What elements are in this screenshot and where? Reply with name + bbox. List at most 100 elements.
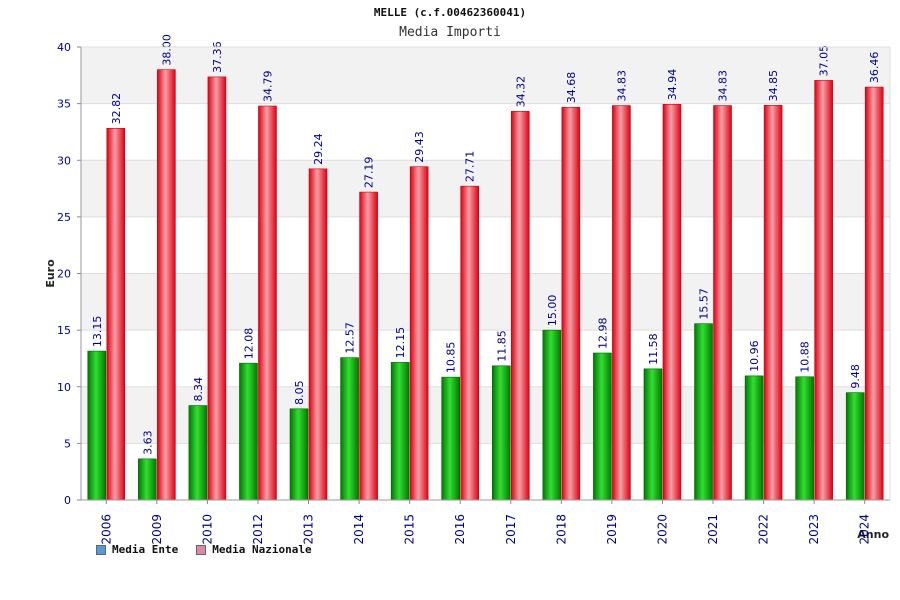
legend-label-ente: Media Ente xyxy=(112,543,179,556)
data-label: 15.00 xyxy=(546,295,559,327)
y-tick-label: 5 xyxy=(64,437,71,450)
x-tick-label: 2013 xyxy=(302,514,316,545)
x-tick-label: 2009 xyxy=(150,514,164,545)
bar-media-ente xyxy=(795,376,814,501)
data-label: 8.34 xyxy=(192,377,205,402)
bar-media-nazionale xyxy=(460,185,480,501)
data-label: 34.83 xyxy=(717,70,730,102)
bar-media-ente xyxy=(289,408,309,501)
bar-media-nazionale xyxy=(713,105,732,501)
data-label: 34.85 xyxy=(767,70,780,102)
x-tick-label: 2015 xyxy=(403,514,417,545)
axes: 0 5 10 15 20 25 30 35 40 Euro Anno 2006 2009 2010 2012… xyxy=(44,41,891,545)
data-label: 10.96 xyxy=(748,340,761,372)
data-label: 8.05 xyxy=(293,380,306,405)
data-label: 34.83 xyxy=(615,70,628,102)
bar-media-ente xyxy=(441,376,461,501)
x-tick-label: 2014 xyxy=(352,514,366,545)
legend-swatch-nazionale xyxy=(196,544,207,555)
legend: Media Ente Media Nazionale xyxy=(96,543,312,556)
data-label: 15.57 xyxy=(698,288,711,320)
data-label: 34.94 xyxy=(666,69,679,101)
bar-media-nazionale xyxy=(308,168,328,501)
bar-media-ente xyxy=(138,458,157,501)
x-tick-label: 2018 xyxy=(554,514,568,545)
legend-swatch-ente xyxy=(96,544,106,555)
bar-media-ente xyxy=(542,329,562,501)
data-label: 34.68 xyxy=(565,72,578,104)
chart-subtitle: Media Importi xyxy=(399,25,501,40)
data-label: 36.46 xyxy=(868,52,881,84)
bar-media-nazionale xyxy=(612,105,631,501)
bars xyxy=(87,69,884,501)
bar-media-ente xyxy=(87,350,107,501)
y-tick-label: 20 xyxy=(57,268,71,281)
bar-media-nazionale xyxy=(510,111,530,501)
data-labels: 13.15 32.82 3.63 38.00 8.34 37.36 12.08 34.79 8.… xyxy=(91,34,881,455)
y-tick-label: 0 xyxy=(64,494,71,507)
data-label: 12.08 xyxy=(242,328,255,360)
x-tick-label: 2010 xyxy=(200,514,214,545)
y-tick-label: 25 xyxy=(57,211,71,224)
data-label: 9.48 xyxy=(849,364,862,389)
data-label: 11.58 xyxy=(647,333,660,365)
x-axis-label: Anno xyxy=(857,528,889,541)
bar-media-ente xyxy=(491,365,511,501)
y-tick-label: 40 xyxy=(57,41,71,54)
y-tick-label: 10 xyxy=(57,381,71,394)
x-tick-label: 2021 xyxy=(706,514,720,545)
bar-media-nazionale xyxy=(207,76,227,501)
data-label: 34.32 xyxy=(514,76,527,108)
bar-media-ente xyxy=(593,352,612,501)
bar-media-nazionale xyxy=(409,166,429,501)
data-label: 12.57 xyxy=(344,322,357,354)
bar-media-ente xyxy=(643,368,663,501)
bar-media-ente xyxy=(694,323,713,501)
bar-media-nazionale xyxy=(662,104,682,501)
data-label: 27.19 xyxy=(363,157,376,189)
x-tick-label: 2020 xyxy=(655,514,669,545)
x-tick-label: 2023 xyxy=(807,514,821,545)
data-label: 11.85 xyxy=(495,330,508,362)
data-label: 37.05 xyxy=(818,45,831,77)
bar-media-ente xyxy=(340,357,359,501)
y-tick-label: 30 xyxy=(57,154,71,167)
x-tick-label: 2019 xyxy=(605,514,619,545)
bar-media-nazionale xyxy=(814,80,833,501)
bar-media-ente xyxy=(390,362,410,501)
data-label: 34.79 xyxy=(261,71,274,103)
data-label: 13.15 xyxy=(91,316,104,348)
legend-item-ente: Media Ente xyxy=(96,543,178,556)
bar-media-nazionale xyxy=(258,105,277,501)
x-tick-label: 2016 xyxy=(453,514,467,545)
data-label: 29.24 xyxy=(312,133,325,165)
bar-media-nazionale xyxy=(157,69,176,501)
legend-label-nazionale: Media Nazionale xyxy=(212,543,312,556)
bar-media-ente xyxy=(188,405,208,501)
x-tick-label: 2012 xyxy=(251,514,265,545)
bar-media-nazionale xyxy=(359,191,378,501)
data-label: 37.36 xyxy=(211,41,224,73)
chart-title: MELLE (c.f.00462360041) xyxy=(373,6,527,19)
data-label: 10.85 xyxy=(445,342,458,374)
y-axis-label: Euro xyxy=(44,259,57,288)
bar-media-nazionale xyxy=(864,86,884,501)
data-label: 10.88 xyxy=(799,341,812,373)
x-tick-label: 2017 xyxy=(504,514,518,545)
bar-media-ente xyxy=(239,362,258,501)
data-label: 12.15 xyxy=(394,327,407,359)
data-label: 29.43 xyxy=(413,131,426,163)
data-label: 27.71 xyxy=(464,151,477,183)
bar-media-ente xyxy=(744,375,764,501)
bar-media-nazionale xyxy=(763,105,783,501)
data-label: 3.63 xyxy=(141,430,154,455)
x-tick-label: 2024 xyxy=(858,514,872,545)
bar-media-nazionale xyxy=(561,106,581,501)
bar-media-ente xyxy=(845,392,865,501)
x-tick-label: 2022 xyxy=(757,514,771,545)
y-tick-label: 15 xyxy=(57,324,71,337)
y-tick-label: 35 xyxy=(57,98,71,111)
bar-media-nazionale xyxy=(106,128,126,501)
data-label: 38.00 xyxy=(160,34,173,66)
